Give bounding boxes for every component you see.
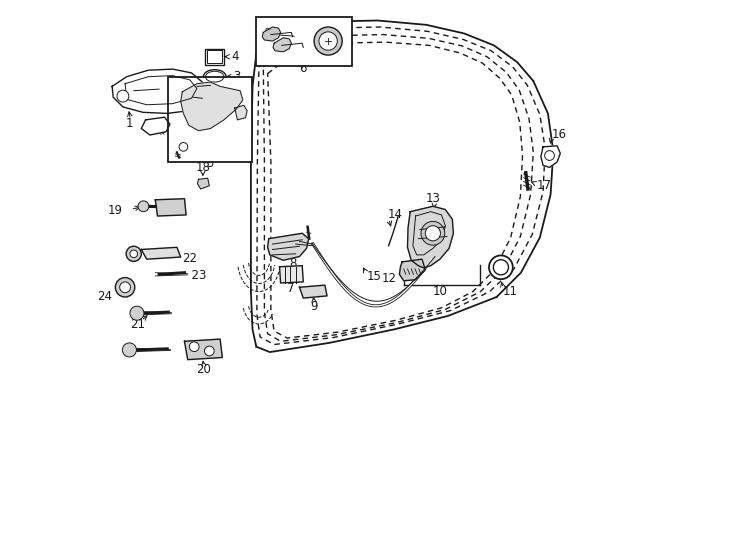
Circle shape [425,226,440,241]
Circle shape [115,278,135,297]
Circle shape [205,346,214,356]
Text: 22: 22 [182,252,197,265]
Circle shape [179,143,188,151]
Circle shape [117,90,129,102]
Bar [168,77,252,162]
Text: 11: 11 [503,285,518,298]
Text: 8: 8 [288,257,296,270]
Text: 20: 20 [197,363,211,376]
Polygon shape [407,206,454,268]
Bar [205,49,224,65]
Text: 1: 1 [126,117,133,130]
Text: 12: 12 [382,272,396,285]
Circle shape [189,342,199,352]
Text: 2: 2 [167,133,175,146]
Text: 17: 17 [537,179,552,192]
Text: 5: 5 [206,157,213,170]
Circle shape [489,255,513,279]
Ellipse shape [203,70,226,84]
Polygon shape [280,266,303,283]
Polygon shape [299,285,327,298]
Circle shape [130,250,137,258]
Text: 3: 3 [233,70,241,83]
Circle shape [130,306,144,320]
Text: 15: 15 [367,270,382,283]
Circle shape [314,27,342,55]
Polygon shape [112,69,205,113]
Text: 21: 21 [130,318,145,330]
Text: 13: 13 [426,192,440,205]
Text: 24: 24 [97,291,112,303]
Text: 4: 4 [231,50,239,63]
Polygon shape [262,27,280,41]
Circle shape [126,246,141,261]
Circle shape [319,32,338,50]
Text: 10: 10 [432,285,447,298]
Text: 7: 7 [286,282,294,295]
Text: 19: 19 [108,204,123,217]
Text: 18: 18 [195,161,210,174]
Circle shape [421,221,445,245]
Text: 6: 6 [299,62,307,75]
Circle shape [123,343,137,357]
Polygon shape [184,339,222,360]
Bar [207,50,222,63]
Text: 23: 23 [184,269,207,282]
Polygon shape [141,117,170,135]
Polygon shape [181,82,243,131]
Polygon shape [141,247,181,259]
Polygon shape [156,199,186,216]
Polygon shape [399,259,425,281]
Circle shape [138,201,149,212]
Bar [256,17,352,66]
Polygon shape [541,146,560,167]
Polygon shape [273,38,291,52]
Text: 9: 9 [310,300,318,313]
Circle shape [120,282,131,293]
Text: 16: 16 [552,129,567,141]
Polygon shape [197,178,209,189]
Polygon shape [268,233,309,260]
Circle shape [545,151,554,160]
Polygon shape [235,105,247,120]
Text: 14: 14 [388,208,402,221]
Circle shape [493,260,509,275]
